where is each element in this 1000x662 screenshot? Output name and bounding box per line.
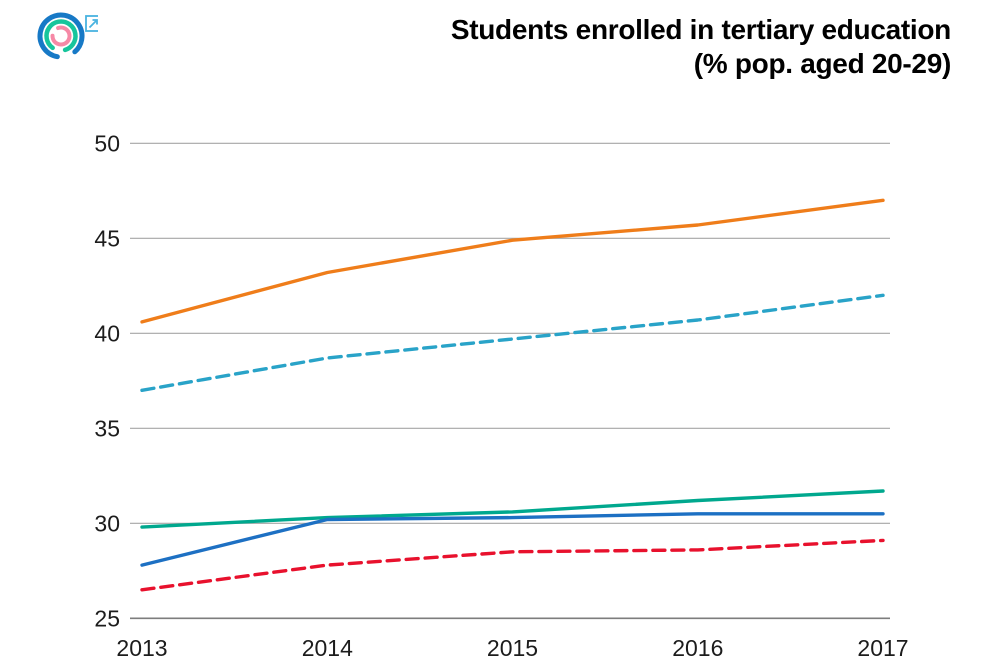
x-tick-label-2013: 2013: [116, 635, 167, 661]
concentric-arcs-icon: [37, 12, 85, 60]
x-tick-label-2015: 2015: [487, 635, 538, 661]
y-tick-label-35: 35: [94, 415, 120, 441]
series-orange-solid: [140, 198, 885, 324]
chart-title: Students enrolled in tertiary education …: [451, 13, 951, 81]
series-teal-dashed: [140, 293, 885, 392]
x-tick-label-2017: 2017: [857, 635, 908, 661]
logo-inner-arc: [50, 25, 72, 47]
y-tick-label-50: 50: [94, 130, 120, 156]
y-tick-label-45: 45: [94, 225, 120, 251]
x-tick-label-2016: 2016: [672, 635, 723, 661]
series-green-solid: [140, 489, 885, 529]
y-tick-label-30: 30: [94, 510, 120, 536]
chart-title-line2: (% pop. aged 20-29): [693, 48, 952, 79]
y-tick-label-40: 40: [94, 320, 120, 346]
logo-middle-arc: [44, 19, 78, 53]
brand-logo-graphic: [37, 12, 98, 60]
logo-outer-arc: [37, 12, 85, 60]
series-blue-solid: [140, 512, 885, 567]
series-red-dashed: [140, 538, 885, 592]
y-tick-label-25: 25: [94, 605, 120, 631]
external-link-icon[interactable]: [85, 15, 98, 32]
x-tick-label-2014: 2014: [302, 635, 353, 661]
brand-logo[interactable]: [18, 6, 98, 62]
chart-title-line1: Students enrolled in tertiary education: [450, 14, 951, 45]
